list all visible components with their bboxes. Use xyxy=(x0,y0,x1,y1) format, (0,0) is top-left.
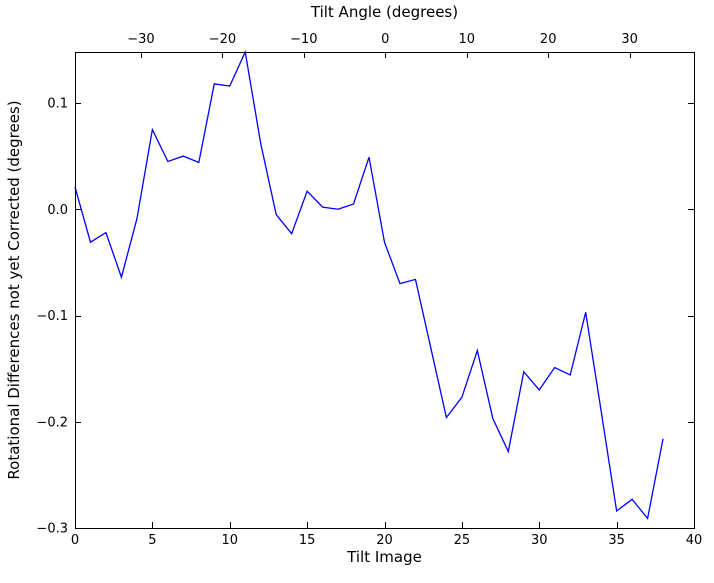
x-tick-label: 15 xyxy=(299,533,316,548)
x-tick-label: 25 xyxy=(454,533,471,548)
x-axis-title: Tilt Image xyxy=(346,548,422,566)
rotational-difference-line xyxy=(74,49,664,520)
top-tick-label: −30 xyxy=(127,32,154,47)
x-tick-label: 0 xyxy=(71,533,79,548)
y-axis-title: Rotational Differences not yet Corrected… xyxy=(5,100,23,479)
top-tick-label: 10 xyxy=(458,32,475,47)
plot-border xyxy=(75,52,695,529)
plot-layer: 0 5 10 15 20 25 30 35 40 −30 −20 −10 0 10 20 30 0.1 0.0 −0… xyxy=(36,32,702,548)
top-tick-label: −20 xyxy=(209,32,236,47)
y-tick-label: 0.1 xyxy=(47,97,68,112)
x-tick-label: 40 xyxy=(686,533,703,548)
x-tick-label: 30 xyxy=(531,533,548,548)
x-tick-label: 10 xyxy=(221,533,238,548)
x-tick-label: 35 xyxy=(608,533,625,548)
y-tick-label: −0.3 xyxy=(36,522,68,537)
y-tick-label: 0.0 xyxy=(47,203,68,218)
top-tick-label: 20 xyxy=(540,32,557,47)
x-tick-label: 20 xyxy=(376,533,393,548)
top-axis-title: Tilt Angle (degrees) xyxy=(310,3,458,21)
top-tick-label: −10 xyxy=(290,32,317,47)
x-tick-label: 5 xyxy=(148,533,156,548)
top-tick-label: 0 xyxy=(381,32,389,47)
y-tick-label: −0.2 xyxy=(36,415,68,430)
top-tick-label: 30 xyxy=(621,32,638,47)
y-tick-label: −0.1 xyxy=(36,309,68,324)
